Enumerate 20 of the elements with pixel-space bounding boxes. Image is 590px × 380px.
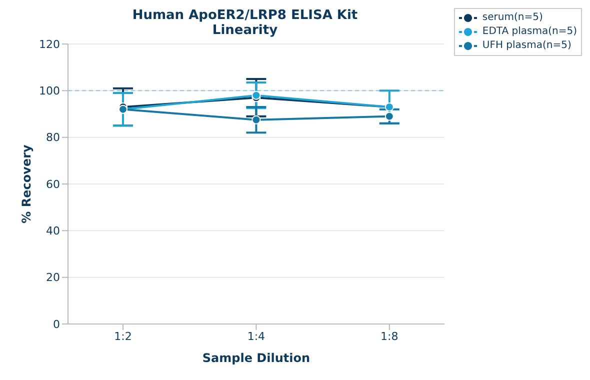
legend-label: serum(n=5) — [482, 11, 543, 25]
x-axis-title: Sample Dilution — [202, 351, 310, 365]
y-tick-label: 40 — [46, 224, 60, 238]
point — [384, 112, 394, 121]
y-tick-label: 0 — [53, 318, 60, 331]
y-tick-label: 100 — [39, 84, 60, 98]
y-tick-label: 60 — [46, 178, 60, 191]
chart-subtitle: Linearity — [212, 23, 278, 38]
y-tick-label: 20 — [46, 271, 60, 284]
point — [252, 115, 261, 124]
x-tick-label: 1:4 — [247, 330, 266, 343]
y-tick-label: 120 — [39, 38, 60, 51]
y-tick-label: 80 — [46, 131, 60, 144]
y-axis-title: % Recovery — [19, 144, 34, 224]
legend-label: UFH plasma(n=5) — [482, 39, 572, 53]
x-tick-label: 1:8 — [380, 330, 398, 343]
legend-label: EDTA plasma(n=5) — [482, 25, 577, 39]
x-tick-label: 1:2 — [114, 330, 132, 343]
point — [252, 90, 261, 100]
chart-title: Human ApoER2/LRP8 ELISA Kit — [132, 8, 358, 23]
